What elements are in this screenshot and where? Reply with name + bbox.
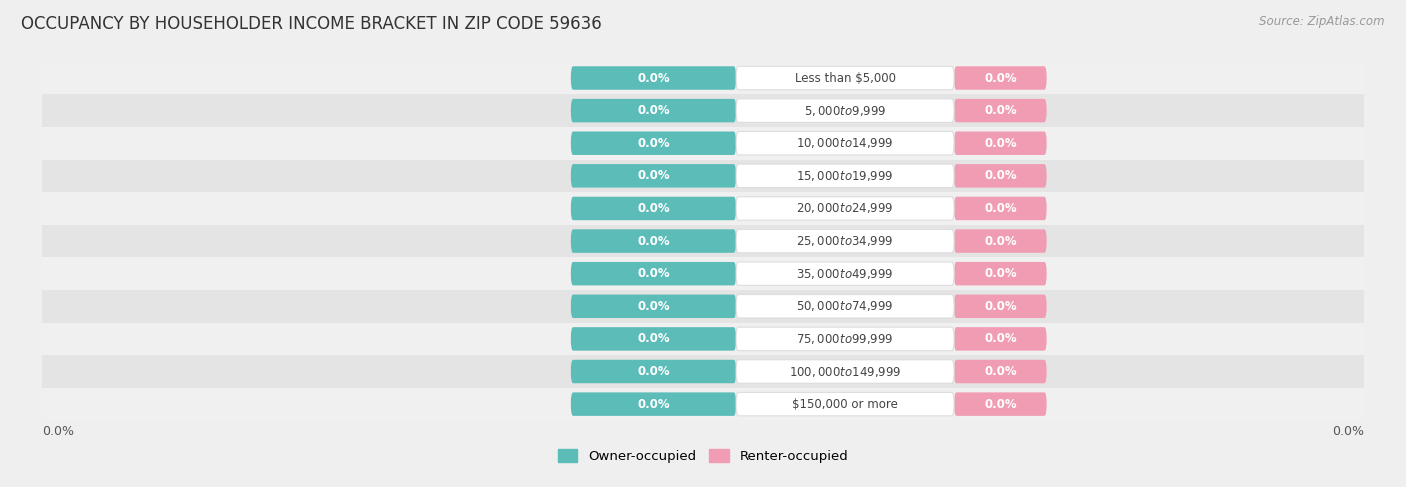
Text: 0.0%: 0.0% <box>984 169 1017 182</box>
FancyBboxPatch shape <box>955 164 1046 187</box>
Text: $10,000 to $14,999: $10,000 to $14,999 <box>796 136 894 150</box>
Bar <box>42 160 1364 192</box>
FancyBboxPatch shape <box>955 262 1046 285</box>
FancyBboxPatch shape <box>571 393 737 416</box>
FancyBboxPatch shape <box>955 327 1046 351</box>
FancyBboxPatch shape <box>737 131 955 155</box>
FancyBboxPatch shape <box>571 262 737 285</box>
Text: $100,000 to $149,999: $100,000 to $149,999 <box>789 364 901 378</box>
Bar <box>42 225 1364 257</box>
FancyBboxPatch shape <box>571 197 737 220</box>
FancyBboxPatch shape <box>571 164 737 187</box>
FancyBboxPatch shape <box>737 327 955 351</box>
FancyBboxPatch shape <box>571 327 737 351</box>
Text: 0.0%: 0.0% <box>637 365 669 378</box>
FancyBboxPatch shape <box>737 197 955 220</box>
Text: 0.0%: 0.0% <box>637 169 669 182</box>
FancyBboxPatch shape <box>737 262 955 285</box>
FancyBboxPatch shape <box>955 197 1046 220</box>
FancyBboxPatch shape <box>955 393 1046 416</box>
Text: $35,000 to $49,999: $35,000 to $49,999 <box>796 267 894 281</box>
Text: 0.0%: 0.0% <box>984 202 1017 215</box>
Text: 0.0%: 0.0% <box>637 333 669 345</box>
FancyBboxPatch shape <box>955 66 1046 90</box>
Text: 0.0%: 0.0% <box>984 397 1017 411</box>
FancyBboxPatch shape <box>571 229 737 253</box>
Bar <box>42 355 1364 388</box>
Text: 0.0%: 0.0% <box>42 425 75 438</box>
Bar <box>42 192 1364 225</box>
Text: 0.0%: 0.0% <box>1331 425 1364 438</box>
Legend: Owner-occupied, Renter-occupied: Owner-occupied, Renter-occupied <box>553 444 853 468</box>
Bar <box>42 94 1364 127</box>
Text: 0.0%: 0.0% <box>984 300 1017 313</box>
FancyBboxPatch shape <box>571 66 737 90</box>
Bar <box>42 62 1364 94</box>
Bar <box>42 388 1364 420</box>
Text: 0.0%: 0.0% <box>984 365 1017 378</box>
Bar <box>42 290 1364 322</box>
FancyBboxPatch shape <box>955 131 1046 155</box>
Text: $75,000 to $99,999: $75,000 to $99,999 <box>796 332 894 346</box>
FancyBboxPatch shape <box>737 66 955 90</box>
Text: Source: ZipAtlas.com: Source: ZipAtlas.com <box>1260 15 1385 28</box>
FancyBboxPatch shape <box>955 99 1046 122</box>
FancyBboxPatch shape <box>737 295 955 318</box>
Text: 0.0%: 0.0% <box>637 72 669 85</box>
FancyBboxPatch shape <box>955 229 1046 253</box>
Text: 0.0%: 0.0% <box>984 267 1017 280</box>
FancyBboxPatch shape <box>571 360 737 383</box>
Bar <box>42 257 1364 290</box>
Text: $5,000 to $9,999: $5,000 to $9,999 <box>804 104 886 118</box>
FancyBboxPatch shape <box>737 229 955 253</box>
Bar <box>42 127 1364 160</box>
Text: $20,000 to $24,999: $20,000 to $24,999 <box>796 202 894 215</box>
Text: 0.0%: 0.0% <box>984 72 1017 85</box>
Text: 0.0%: 0.0% <box>637 202 669 215</box>
Text: $50,000 to $74,999: $50,000 to $74,999 <box>796 300 894 313</box>
Text: 0.0%: 0.0% <box>984 333 1017 345</box>
Text: 0.0%: 0.0% <box>637 397 669 411</box>
Text: 0.0%: 0.0% <box>984 137 1017 150</box>
Text: $25,000 to $34,999: $25,000 to $34,999 <box>796 234 894 248</box>
Text: 0.0%: 0.0% <box>984 235 1017 247</box>
Text: 0.0%: 0.0% <box>637 235 669 247</box>
FancyBboxPatch shape <box>571 295 737 318</box>
FancyBboxPatch shape <box>955 295 1046 318</box>
FancyBboxPatch shape <box>955 360 1046 383</box>
Text: 0.0%: 0.0% <box>637 104 669 117</box>
Text: 0.0%: 0.0% <box>984 104 1017 117</box>
Text: OCCUPANCY BY HOUSEHOLDER INCOME BRACKET IN ZIP CODE 59636: OCCUPANCY BY HOUSEHOLDER INCOME BRACKET … <box>21 15 602 33</box>
FancyBboxPatch shape <box>571 131 737 155</box>
Text: $150,000 or more: $150,000 or more <box>792 397 898 411</box>
FancyBboxPatch shape <box>737 99 955 122</box>
FancyBboxPatch shape <box>737 164 955 187</box>
Text: 0.0%: 0.0% <box>637 137 669 150</box>
FancyBboxPatch shape <box>737 393 955 416</box>
Text: Less than $5,000: Less than $5,000 <box>794 72 896 85</box>
FancyBboxPatch shape <box>737 360 955 383</box>
Text: 0.0%: 0.0% <box>637 300 669 313</box>
Bar <box>42 322 1364 355</box>
Text: 0.0%: 0.0% <box>637 267 669 280</box>
FancyBboxPatch shape <box>571 99 737 122</box>
Text: $15,000 to $19,999: $15,000 to $19,999 <box>796 169 894 183</box>
